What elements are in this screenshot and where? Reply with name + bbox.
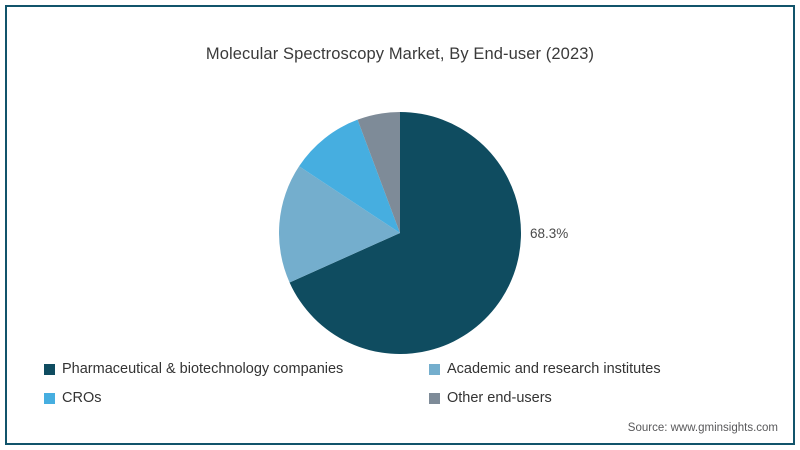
legend-row: CROs Other end-users	[44, 389, 744, 407]
legend-item-pharmaceutical-biotechnology-companies[interactable]: Pharmaceutical & biotechnology companies	[44, 361, 429, 378]
pie-percent-label-primary: 68.3%	[530, 226, 569, 241]
legend-item-other-end-users[interactable]: Other end-users	[429, 389, 744, 407]
legend-row: Pharmaceutical & biotechnology companies…	[44, 361, 744, 378]
pie-slice[interactable]	[279, 166, 400, 283]
legend-swatch-icon	[429, 393, 440, 405]
pie-slice[interactable]	[357, 112, 400, 233]
legend-label: Pharmaceutical & biotechnology companies	[62, 361, 344, 377]
legend-swatch-icon	[44, 393, 55, 405]
legend-swatch-icon	[429, 364, 440, 376]
source-attribution: Source: www.gminsights.com	[627, 422, 778, 434]
chart-legend: Pharmaceutical & biotechnology companies…	[44, 361, 744, 420]
pie-slice[interactable]	[299, 119, 400, 233]
chart-title: Molecular Spectroscopy Market, By End-us…	[205, 45, 595, 63]
legend-swatch-icon	[44, 364, 55, 376]
pie-svg	[279, 112, 521, 354]
pie-slice[interactable]	[289, 112, 521, 354]
legend-item-academic-and-research-institutes[interactable]: Academic and research institutes	[429, 361, 744, 378]
legend-label: Other end-users	[447, 389, 552, 406]
legend-item-cros[interactable]: CROs	[44, 389, 429, 407]
legend-label: Academic and research institutes	[447, 361, 661, 377]
pie-slice-group	[279, 112, 521, 354]
pie-chart	[279, 112, 521, 354]
legend-label: CROs	[62, 389, 102, 406]
